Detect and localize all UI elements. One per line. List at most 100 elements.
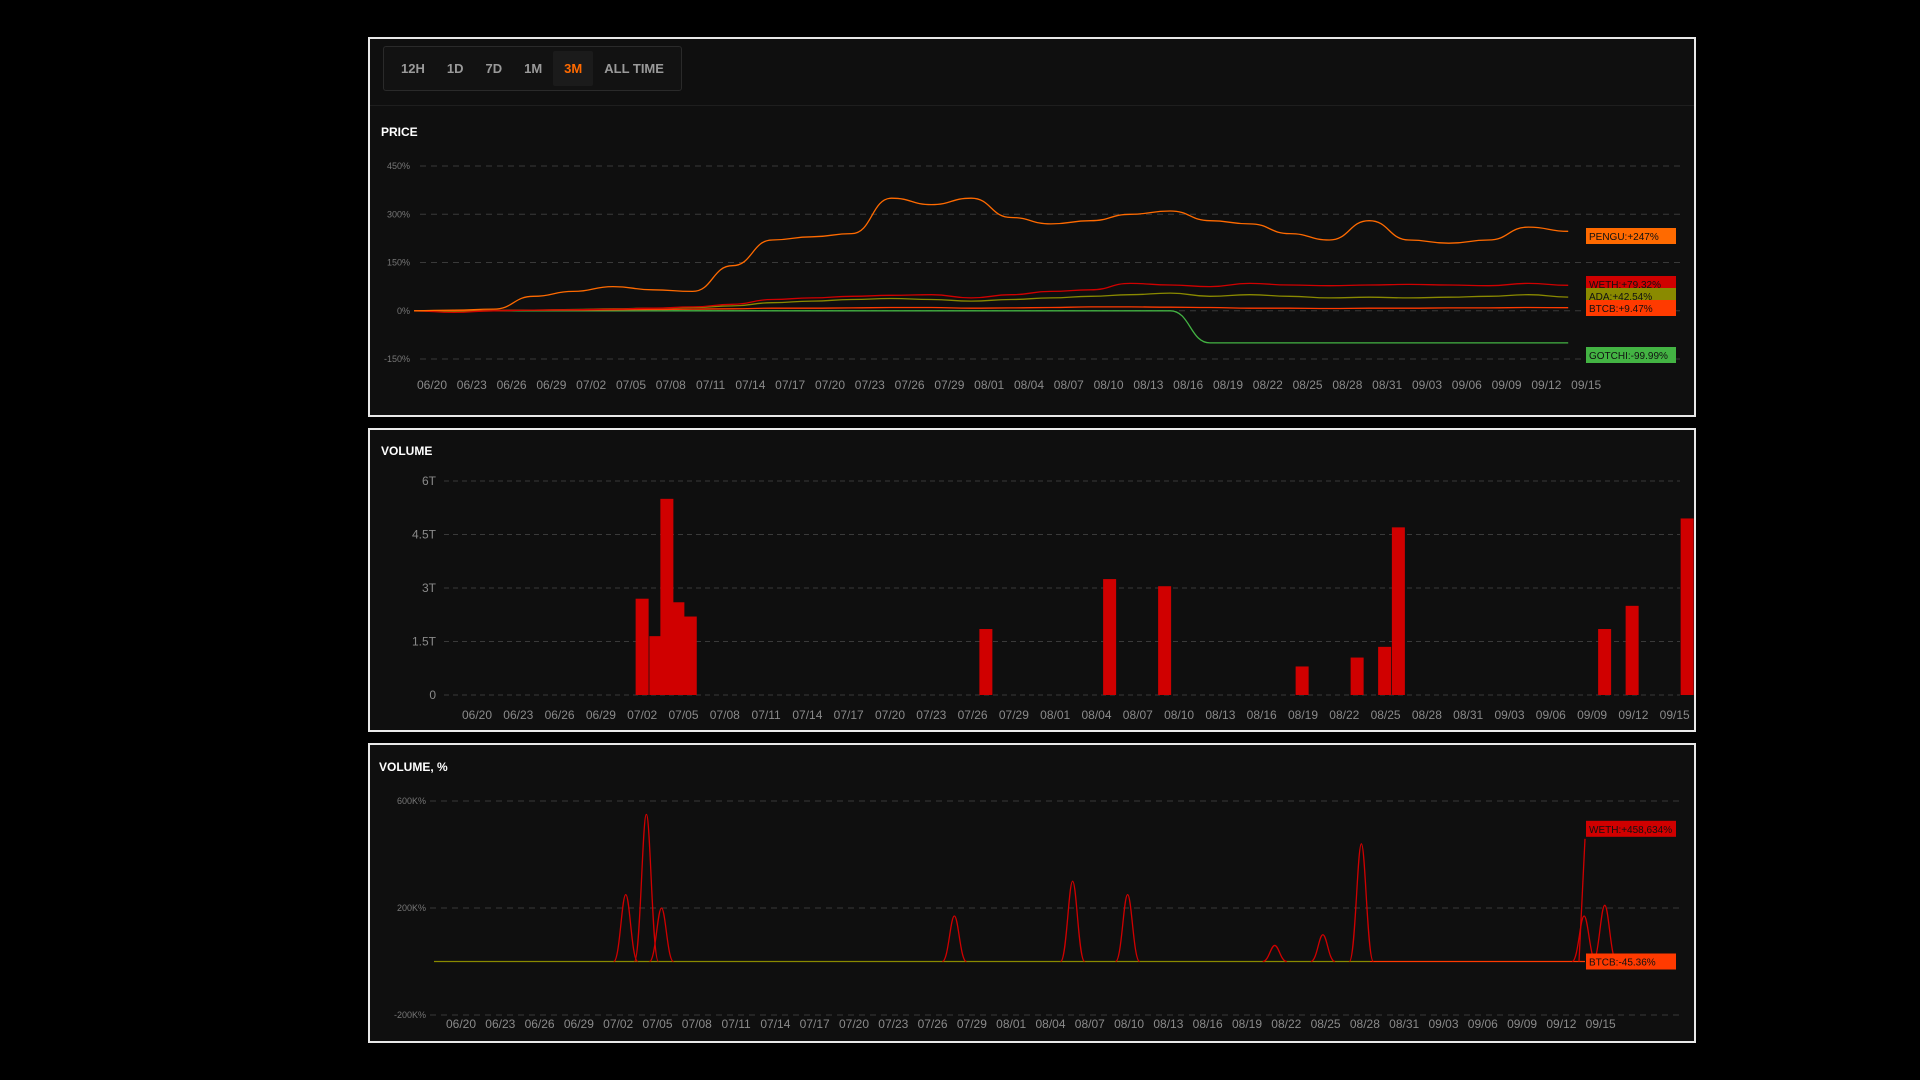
volume-bar	[635, 598, 649, 695]
volume-percent-x-tick-label: 06/29	[564, 1017, 594, 1031]
volume-chart: 6T 4.5T 3T 1.5T 0 06/20 06/23 06/26 06/29 07/02 07…	[412, 474, 1694, 722]
volume-percent-series-line	[648, 907, 675, 963]
price-series-label-box	[1586, 228, 1676, 244]
volume-y-tick-label: 3T	[422, 581, 437, 595]
price-series-label: BTCB:+9.47%	[1589, 304, 1653, 315]
volume-percent-series-line	[941, 915, 968, 963]
price-x-tick-label: 07/02	[576, 378, 606, 392]
volume-percent-series-line	[1348, 843, 1375, 963]
volume-percent-x-tick-label: 07/02	[603, 1017, 633, 1031]
price-title: PRICE	[381, 125, 418, 139]
volume-percent-series-line	[613, 893, 639, 963]
volume-bar	[671, 602, 685, 695]
price-series-label: WETH:+79.32%	[1589, 280, 1661, 291]
price-series-label: GOTCHI:-99.99%	[1589, 351, 1668, 362]
volume-x-tick-label: 08/19	[1288, 708, 1318, 722]
volume-x-tick-label: 07/29	[999, 708, 1029, 722]
volume-x-tick-label: 08/31	[1453, 708, 1483, 722]
volume-percent-x-tick-label: 08/13	[1153, 1017, 1183, 1031]
volume-percent-title: VOLUME, %	[379, 760, 448, 774]
price-x-tick-label: 09/06	[1452, 378, 1482, 392]
timeframe-1d-button[interactable]: 1D	[446, 61, 464, 76]
price-x-tick-label: 06/26	[497, 378, 527, 392]
volume-percent-x-tick-label: 07/05	[642, 1017, 672, 1031]
volume-y-tick-label: 6T	[422, 474, 437, 488]
volume-x-tick-label: 07/05	[668, 708, 698, 722]
volume-x-tick-label: 08/10	[1164, 708, 1194, 722]
price-x-tick-label: 09/09	[1492, 378, 1522, 392]
volume-bar	[1103, 579, 1117, 695]
volume-percent-series-line	[1310, 934, 1336, 963]
volume-bar	[649, 636, 663, 695]
volume-x-tick-label: 06/26	[545, 708, 575, 722]
volume-percent-series-line	[1578, 838, 1586, 962]
volume-percent-x-tick-label: 08/28	[1350, 1017, 1380, 1031]
volume-bar	[1391, 527, 1405, 695]
volume-x-tick-label: 06/29	[586, 708, 616, 722]
volume-percent-y-tick-label: 600K%	[397, 796, 426, 806]
volume-x-tick-label: 08/22	[1329, 708, 1359, 722]
volume-percent-series-label-box	[1586, 820, 1676, 837]
volume-x-tick-label: 08/13	[1205, 708, 1235, 722]
volume-x-tick-label: 09/15	[1660, 708, 1690, 722]
volume-bar	[1680, 518, 1694, 695]
price-series-line	[414, 310, 1569, 344]
price-y-tick-label: -150%	[384, 354, 410, 364]
volume-y-tick-label: 1.5T	[412, 635, 437, 649]
price-x-tick-label: 07/05	[616, 378, 646, 392]
volume-x-tick-label: 07/08	[710, 708, 740, 722]
timeframe-selector: 12H 1D 7D 1M 3M ALL TIME	[383, 46, 682, 91]
price-x-tick-label: 07/23	[855, 378, 885, 392]
volume-percent-x-tick-label: 07/26	[918, 1017, 948, 1031]
price-x-tick-label: 07/26	[895, 378, 925, 392]
volume-bar	[979, 629, 993, 695]
timeframe-12h-button[interactable]: 12H	[401, 61, 425, 76]
volume-x-tick-label: 08/28	[1412, 708, 1442, 722]
volume-title: VOLUME	[381, 444, 433, 458]
price-x-tick-label: 07/20	[815, 378, 845, 392]
volume-x-tick-label: 07/23	[916, 708, 946, 722]
price-x-tick-label: 08/28	[1332, 378, 1362, 392]
price-x-tick-label: 08/25	[1293, 378, 1323, 392]
volume-percent-series-line	[1114, 893, 1141, 963]
timeframe-7d-button[interactable]: 7D	[485, 61, 503, 76]
volume-percent-x-tick-label: 06/26	[525, 1017, 555, 1031]
volume-bar	[683, 616, 697, 695]
volume-percent-panel: VOLUME, % 600K% 200K% -200K% 06/20 06/23 06/2…	[368, 743, 1696, 1043]
volume-bar	[1625, 605, 1639, 695]
price-series-label: PENGU:+247%	[1589, 232, 1659, 243]
volume-percent-x-tick-label: 08/25	[1311, 1017, 1341, 1031]
volume-percent-series-line	[1059, 880, 1086, 963]
price-x-tick-label: 08/13	[1133, 378, 1163, 392]
volume-percent-x-tick-label: 08/04	[1035, 1017, 1065, 1031]
price-series-line	[413, 197, 1569, 312]
volume-bar	[1378, 646, 1392, 695]
price-x-tick-label: 06/29	[536, 378, 566, 392]
volume-percent-x-tick-label: 09/09	[1507, 1017, 1537, 1031]
volume-bar	[1598, 629, 1612, 695]
timeframe-all-time-button[interactable]: ALL TIME	[604, 61, 664, 76]
volume-x-tick-label: 06/20	[462, 708, 492, 722]
timeframe-3m-button[interactable]: 3M	[553, 51, 594, 86]
volume-x-tick-label: 09/09	[1577, 708, 1607, 722]
volume-percent-x-tick-label: 08/10	[1114, 1017, 1144, 1031]
volume-x-tick-label: 06/23	[503, 708, 533, 722]
volume-percent-x-tick-label: 08/07	[1075, 1017, 1105, 1031]
volume-percent-x-tick-label: 07/29	[957, 1017, 987, 1031]
volume-bar	[1295, 666, 1309, 695]
timeframe-1m-button[interactable]: 1M	[524, 61, 543, 76]
price-x-tick-label: 09/15	[1571, 378, 1601, 392]
volume-percent-x-tick-label: 08/31	[1389, 1017, 1419, 1031]
volume-percent-series-label: WETH:+458,634%	[1589, 825, 1672, 836]
volume-percent-x-tick-label: 08/01	[996, 1017, 1026, 1031]
volume-percent-y-tick-label: -200K%	[394, 1010, 426, 1020]
volume-x-tick-label: 08/04	[1081, 708, 1111, 722]
price-y-tick-label: 150%	[387, 258, 410, 268]
price-x-tick-label: 08/22	[1253, 378, 1283, 392]
volume-percent-x-tick-label: 07/20	[839, 1017, 869, 1031]
volume-percent-x-tick-label: 08/22	[1271, 1017, 1301, 1031]
volume-x-tick-label: 07/20	[875, 708, 905, 722]
price-x-tick-label: 07/11	[696, 378, 725, 392]
volume-percent-x-tick-label: 07/14	[760, 1017, 790, 1031]
volume-percent-series-line	[633, 813, 660, 963]
